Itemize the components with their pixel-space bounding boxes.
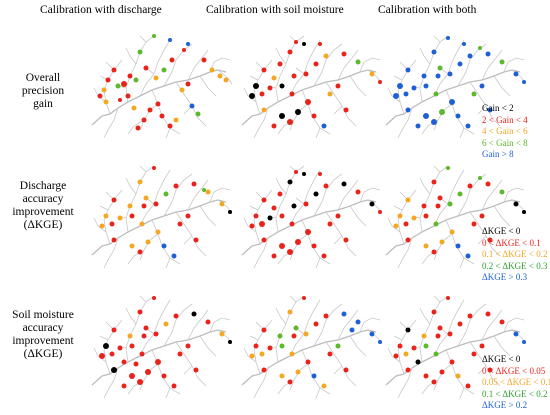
column-header-soil-moisture: Calibration with soil moisture	[206, 4, 344, 16]
map-both-sm-kge	[385, 295, 527, 399]
row-label-line: gain	[33, 98, 53, 110]
map-soil-moisture-sm-kge	[241, 295, 383, 399]
map-both-overall-gain	[385, 35, 527, 139]
legend-item: 0 < ΔKGE < 0.05	[482, 365, 546, 376]
legend-item: ΔKGE > 0.3	[482, 272, 528, 283]
row-label-line: improvement	[12, 206, 74, 218]
row-label-line: accuracy	[22, 193, 64, 205]
legend-overall-gain: Gain < 2 2 < Gain < 4 4 < Gain < 6 6 < G…	[482, 103, 528, 161]
legend-item: 0.05 < ΔKGE < 0.1	[482, 377, 550, 388]
map-discharge-sm-kge	[91, 295, 233, 399]
map-both-kge	[385, 165, 527, 269]
legend-item: 4 < Gain < 6	[482, 126, 528, 137]
legend-soil-moisture-kge: ΔKGE < 0 0 < ΔKGE < 0.05 0.05 < ΔKGE < 0…	[482, 354, 550, 412]
legend-discharge-kge: ΔKGE < 0 0 < ΔKGE < 0.1 0.1 < ΔKGE < 0.2…	[482, 226, 547, 284]
row-label-line: (ΔKGE)	[23, 219, 63, 231]
map-discharge-overall-gain	[91, 34, 233, 139]
legend-item: Gain < 2	[482, 103, 514, 113]
row-label-line: improvement	[12, 335, 74, 347]
legend-item: Gain > 8	[482, 149, 514, 160]
legend-item: 0.1 < ΔKGE < 0.2	[482, 388, 548, 399]
column-header-both: Calibration with both	[378, 4, 477, 16]
legend-item: 2 < Gain < 4	[482, 114, 528, 125]
legend-item: 0.1 < ΔKGE < 0.2	[482, 249, 548, 260]
row-label-line: Discharge	[19, 180, 67, 192]
row-label-line: Overall	[25, 72, 61, 84]
row-label-line: precision	[21, 85, 65, 97]
row-label-line: Soil moisture	[12, 309, 74, 321]
row-label-soil-moisture-accuracy: Soil moisture accuracy improvement (ΔKGE…	[4, 309, 82, 361]
row-label-discharge-accuracy: Discharge accuracy improvement (ΔKGE)	[4, 180, 82, 232]
legend-item: ΔKGE > 0.2	[482, 400, 528, 411]
map-discharge-kge	[91, 165, 233, 269]
map-soil-moisture-kge	[241, 165, 383, 269]
column-header-discharge: Calibration with discharge	[40, 4, 162, 16]
row-label-overall-precision-gain: Overall precision gain	[4, 72, 82, 111]
row-label-line: accuracy	[22, 322, 64, 334]
legend-item: 0.2 < ΔKGE < 0.3	[482, 260, 548, 271]
map-soil-moisture-overall-gain	[241, 35, 383, 139]
legend-item: ΔKGE < 0	[482, 354, 521, 364]
legend-item: 0 < ΔKGE < 0.1	[482, 237, 541, 248]
legend-item: 6 < Gain < 8	[482, 137, 528, 148]
row-label-line: (ΔKGE)	[23, 348, 63, 360]
legend-item: ΔKGE < 0	[482, 226, 521, 236]
